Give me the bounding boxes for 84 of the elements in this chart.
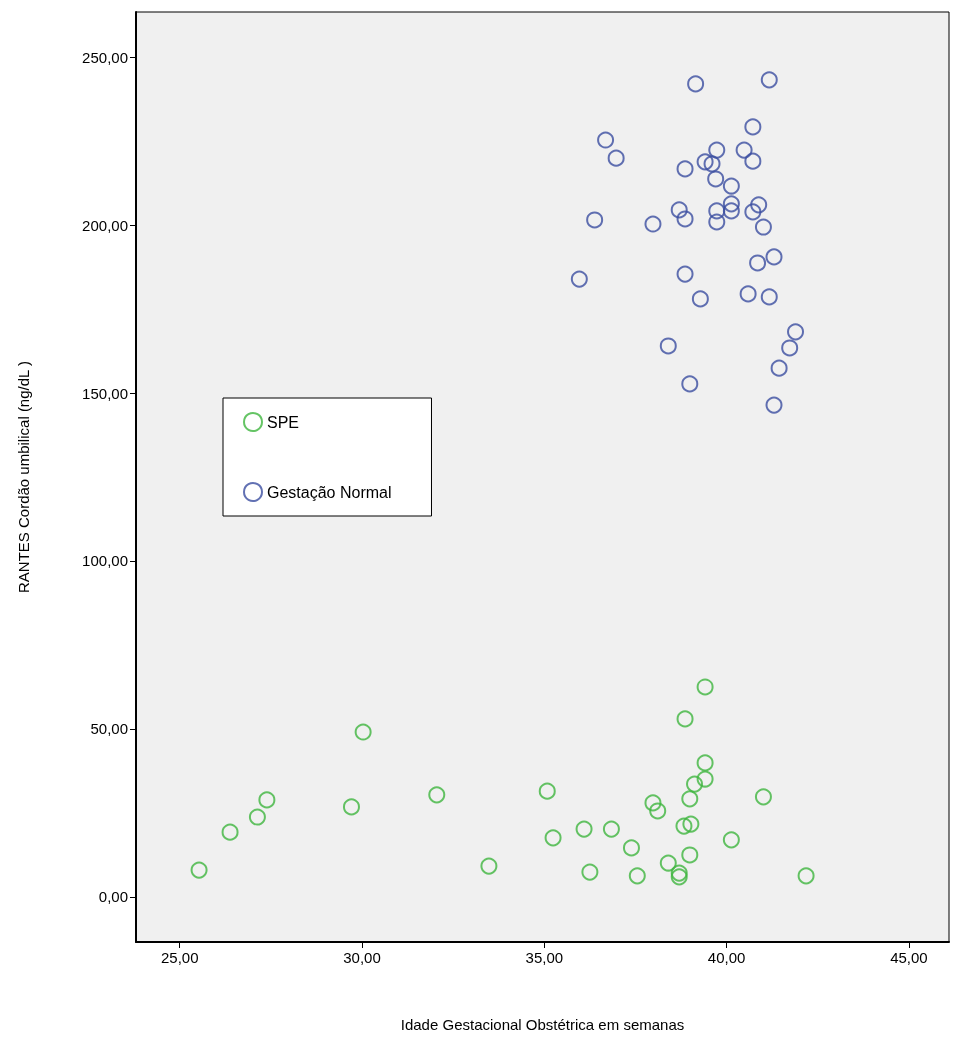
point bbox=[708, 202, 726, 220]
point bbox=[258, 791, 276, 809]
point bbox=[696, 153, 714, 171]
y-tick-label: 50,00 bbox=[90, 720, 128, 738]
point bbox=[575, 820, 593, 838]
point bbox=[675, 817, 693, 835]
point bbox=[676, 160, 694, 178]
y-tick-label: 250,00 bbox=[82, 48, 128, 66]
point bbox=[681, 846, 699, 864]
point bbox=[760, 71, 778, 89]
point bbox=[597, 131, 615, 149]
point bbox=[696, 770, 714, 788]
point bbox=[342, 798, 360, 816]
point bbox=[670, 864, 688, 882]
x-tick-label: 35,00 bbox=[525, 949, 564, 966]
point bbox=[687, 75, 705, 93]
point bbox=[649, 802, 667, 820]
point bbox=[722, 831, 740, 849]
point bbox=[744, 203, 762, 221]
point bbox=[744, 152, 762, 170]
point bbox=[628, 867, 646, 885]
point bbox=[670, 868, 688, 886]
point bbox=[691, 290, 709, 308]
point bbox=[354, 723, 372, 741]
point bbox=[248, 808, 266, 826]
point bbox=[581, 863, 599, 881]
point bbox=[708, 141, 726, 159]
point bbox=[190, 861, 208, 879]
point bbox=[602, 820, 620, 838]
point bbox=[681, 375, 699, 393]
point bbox=[739, 285, 757, 303]
point bbox=[797, 867, 815, 885]
x-tick-label: 45,00 bbox=[890, 949, 928, 966]
x-tick-label: 40,00 bbox=[707, 949, 746, 966]
point bbox=[622, 839, 640, 857]
legend-label: Gestação Normal bbox=[267, 483, 392, 501]
x-axis-title: Idade Gestacional Obstétrica em semanas bbox=[400, 1016, 685, 1033]
y-tick-label: 0,00 bbox=[98, 888, 128, 906]
point bbox=[676, 210, 694, 228]
point bbox=[676, 265, 694, 283]
point bbox=[670, 201, 688, 219]
point bbox=[544, 829, 562, 847]
point bbox=[221, 823, 239, 841]
point bbox=[722, 177, 740, 195]
point bbox=[428, 786, 446, 804]
point bbox=[703, 155, 721, 173]
point bbox=[659, 337, 677, 355]
point bbox=[707, 170, 725, 188]
point bbox=[708, 213, 726, 231]
point bbox=[722, 195, 740, 213]
point bbox=[735, 141, 753, 159]
point bbox=[644, 215, 662, 233]
y-axis-title: RANTES Cordão umbilical (ng/dL ) bbox=[15, 360, 32, 594]
point bbox=[538, 782, 556, 800]
point bbox=[644, 794, 662, 812]
point bbox=[570, 270, 588, 288]
point bbox=[681, 790, 699, 808]
point bbox=[781, 339, 799, 357]
point bbox=[676, 710, 694, 728]
point bbox=[586, 211, 604, 229]
y-tick-label: 100,00 bbox=[82, 552, 128, 570]
x-tick-label: 30,00 bbox=[343, 949, 381, 966]
point bbox=[770, 359, 788, 377]
point bbox=[744, 118, 762, 136]
point bbox=[765, 248, 783, 266]
point bbox=[765, 396, 783, 414]
point bbox=[696, 754, 714, 772]
point bbox=[686, 775, 704, 793]
point bbox=[754, 218, 772, 236]
legend-label: SPE bbox=[267, 413, 300, 431]
point bbox=[787, 323, 805, 341]
point bbox=[696, 678, 714, 696]
x-tick-label: 25,00 bbox=[160, 949, 199, 966]
point bbox=[760, 288, 778, 306]
point bbox=[607, 149, 625, 167]
point bbox=[682, 815, 700, 833]
point bbox=[722, 202, 740, 220]
point bbox=[750, 196, 768, 214]
point bbox=[754, 788, 772, 806]
point bbox=[659, 854, 677, 872]
point bbox=[749, 254, 767, 272]
y-tick-label: 200,00 bbox=[82, 216, 128, 234]
point bbox=[480, 857, 498, 875]
y-tick-label: 150,00 bbox=[82, 384, 128, 402]
